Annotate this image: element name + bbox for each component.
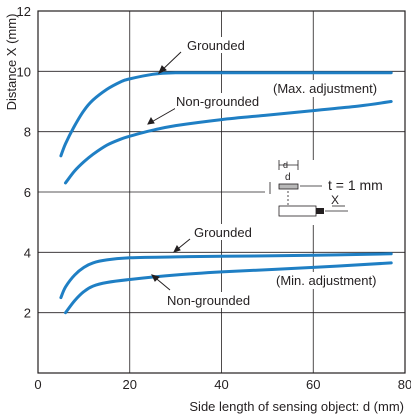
min-nongrounded-label: Non-grounded [167, 293, 250, 308]
sensor-inset-diagram: d d t = 1 mm X [265, 160, 405, 225]
x-axis-label: Side length of sensing object: d (mm) [189, 399, 404, 414]
arrow-icon [151, 274, 160, 282]
plot-frame [37, 10, 406, 374]
label-bg [186, 37, 256, 53]
min-grounded-label: Grounded [194, 225, 252, 240]
x-tick-label: 60 [306, 377, 320, 392]
y-tick-label: 8 [24, 125, 31, 140]
series-line-groundedmin [59, 252, 393, 300]
x-tick-labels: 0 20 40 60 80 [34, 377, 411, 392]
inset-d-label: d [285, 172, 291, 183]
label-bg [270, 80, 400, 97]
y-axis-label: Distance X (mm) [4, 14, 19, 111]
x-tick-label: 0 [34, 377, 41, 392]
annotation-arrows [147, 51, 191, 291]
y-tick-label: 6 [24, 185, 31, 200]
y-tick-label: 10 [17, 64, 31, 79]
arrow-icon [173, 245, 181, 253]
thickness-label: t = 1 mm [328, 177, 383, 193]
series-line-non-groundedmax [64, 100, 393, 185]
sensor-cable [316, 208, 324, 214]
label-bg [165, 292, 265, 308]
series-lines [59, 71, 393, 315]
x-tick-label: 40 [214, 377, 228, 392]
sensor-body [278, 205, 317, 217]
y-tick-labels: 2 4 6 8 10 12 [17, 4, 31, 321]
max-adjustment-label: (Max. adjustment) [273, 81, 377, 96]
x-tick-label: 80 [398, 377, 411, 392]
y-tick-label: 12 [17, 4, 31, 19]
x-tick-label: 20 [123, 377, 137, 392]
label-bg [175, 93, 275, 109]
y-tick-label: 4 [24, 245, 31, 260]
annotations: Grounded Non-grounded (Max. adjustment) … [165, 37, 400, 308]
y-tick-label: 2 [24, 306, 31, 321]
max-grounded-label: Grounded [187, 38, 245, 53]
series-line-groundedmax [59, 71, 393, 158]
inset-d-top: d [283, 160, 288, 170]
inset-x-label: X [331, 193, 339, 207]
label-bg [193, 224, 263, 240]
sensing-object [278, 183, 299, 190]
arrow-icon [147, 116, 155, 125]
series-line-non-groundedmin [64, 261, 393, 315]
label-bg [272, 272, 400, 289]
max-nongrounded-label: Non-grounded [176, 94, 259, 109]
arrow-icon [158, 65, 167, 74]
min-adjustment-label: (Min. adjustment) [276, 273, 376, 288]
